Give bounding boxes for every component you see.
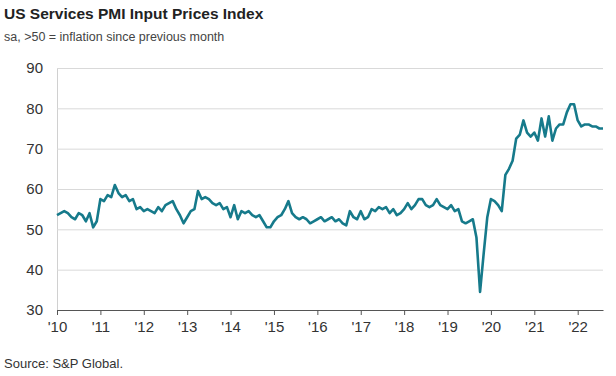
x-tick-mark <box>317 310 318 315</box>
x-tick: '16 <box>308 310 328 335</box>
y-tick: 50 <box>26 221 603 238</box>
x-tick-label: '16 <box>308 318 328 335</box>
x-tick: '22 <box>568 310 588 335</box>
grid-line <box>57 149 603 150</box>
x-tick: '20 <box>482 310 502 335</box>
x-tick-mark <box>57 310 58 315</box>
chart: US Services PMI Input Prices Index sa, >5… <box>0 0 616 376</box>
x-tick-label: '18 <box>395 318 415 335</box>
plot-area <box>57 104 603 292</box>
x-tick-label: '12 <box>135 318 155 335</box>
x-tick: '21 <box>525 310 545 335</box>
x-tick-mark <box>187 310 188 315</box>
x-tick-label: '20 <box>482 318 502 335</box>
y-axis: 30 40 50 60 70 80 90 <box>26 59 603 318</box>
title: US Services PMI Input Prices Index <box>4 5 264 22</box>
x-tick-mark <box>448 310 449 315</box>
y-tick: 80 <box>26 100 603 117</box>
x-tick: '12 <box>135 310 155 335</box>
x-tick-mark <box>404 310 405 315</box>
x-tick: '13 <box>178 310 198 335</box>
x-tick-mark <box>491 310 492 315</box>
x-tick-mark <box>274 310 275 315</box>
x-tick: '17 <box>351 310 371 335</box>
x-tick: '14 <box>221 310 241 335</box>
y-tick: 40 <box>26 261 603 278</box>
x-axis-line <box>58 310 604 311</box>
subtitle: sa, >50 = inflation since previous month <box>4 30 224 44</box>
y-tick-label: 70 <box>26 140 43 157</box>
x-tick-mark <box>578 310 579 315</box>
grid-line <box>57 270 603 271</box>
x-tick-label: '21 <box>525 318 545 335</box>
x-tick: '18 <box>395 310 415 335</box>
grid-line <box>57 189 603 190</box>
y-axis-line <box>58 69 604 311</box>
x-tick-label: '15 <box>265 318 285 335</box>
y-tick-label: 30 <box>26 301 43 318</box>
x-axis: '10 '11 '12 '13 '14 '15 '16 '17 '18 '19 '20 '21 '22 <box>48 310 604 335</box>
x-tick-mark <box>534 310 535 315</box>
y-tick-label: 80 <box>26 100 43 117</box>
x-tick-label: '14 <box>221 318 241 335</box>
line <box>57 104 603 292</box>
x-tick-mark <box>361 310 362 315</box>
y-tick-label: 90 <box>26 59 43 76</box>
y-tick: 30 <box>26 301 603 318</box>
x-tick-label: '10 <box>48 318 68 335</box>
x-tick-label: '13 <box>178 318 198 335</box>
y-tick-label: 50 <box>26 221 43 238</box>
x-tick: '19 <box>438 310 458 335</box>
grid-line <box>57 108 603 109</box>
x-tick-mark <box>144 310 145 315</box>
x-tick-label: '17 <box>351 318 371 335</box>
x-tick: '15 <box>265 310 285 335</box>
y-tick-label: 40 <box>26 261 43 278</box>
x-tick-mark <box>231 310 232 315</box>
x-tick-label: '22 <box>568 318 588 335</box>
source-note: Source: S&P Global. <box>4 356 123 371</box>
grid-line <box>57 68 603 69</box>
y-tick-label: 60 <box>26 180 43 197</box>
x-tick: '10 <box>48 310 68 335</box>
x-tick-label: '11 <box>92 318 110 335</box>
x-tick-label: '19 <box>438 318 458 335</box>
y-tick: 90 <box>26 59 603 76</box>
grid-line <box>57 229 603 230</box>
x-tick: '11 <box>92 310 110 335</box>
grid-line <box>57 310 603 311</box>
x-tick-mark <box>100 310 101 315</box>
